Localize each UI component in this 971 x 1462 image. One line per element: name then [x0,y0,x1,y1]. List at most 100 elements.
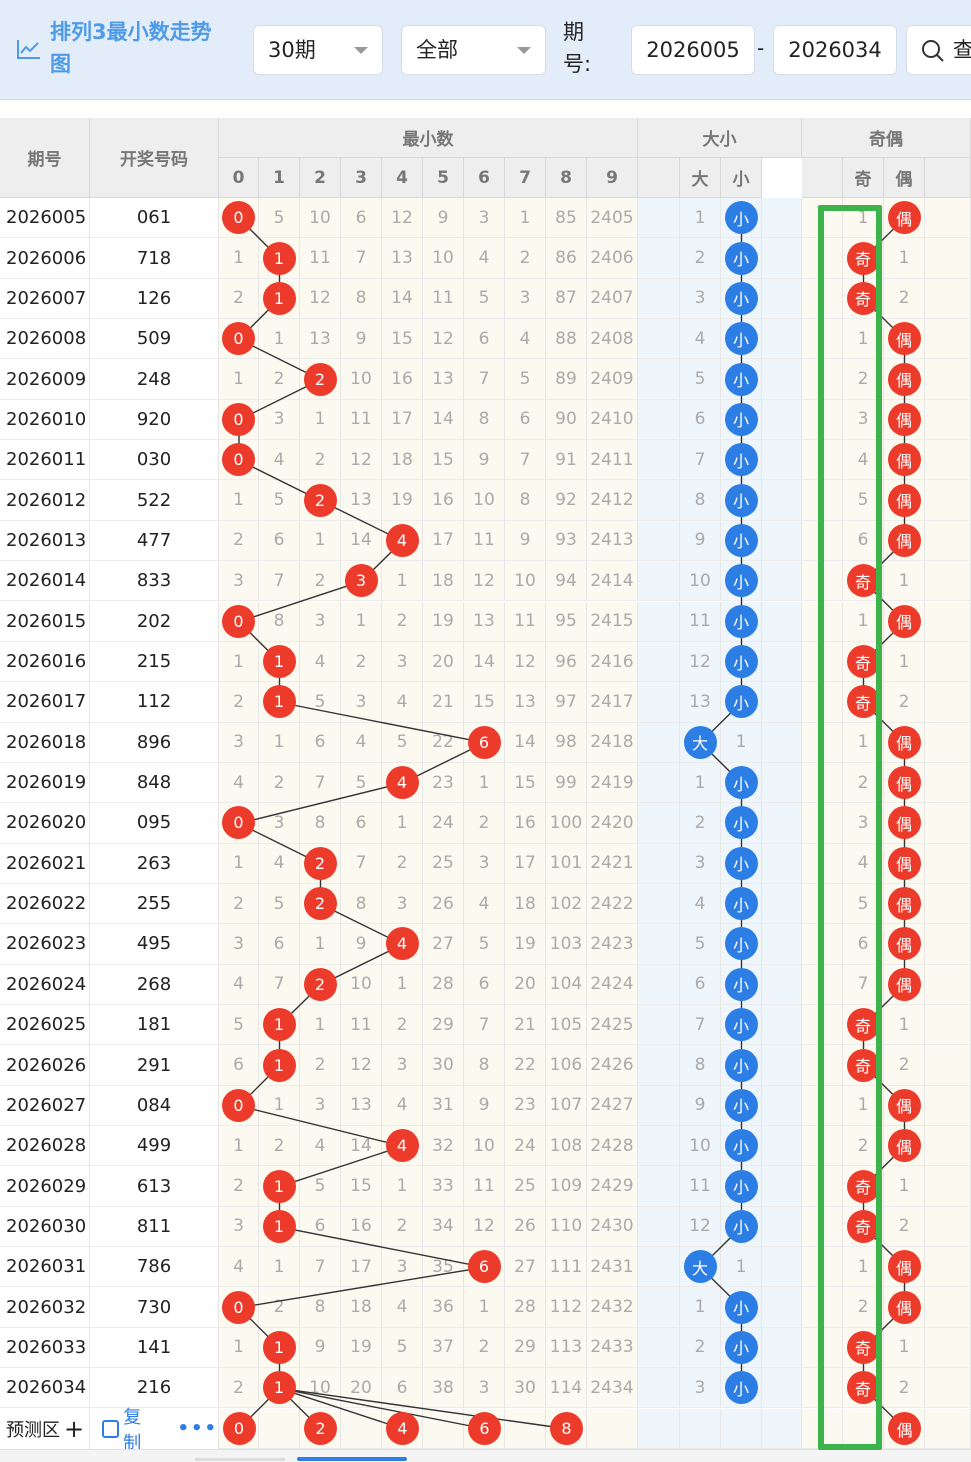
size-spacer [638,359,680,400]
search-button[interactable]: 查 [906,25,971,75]
prediction-digit-cell[interactable] [341,1408,382,1449]
parity-even-cell: 偶 [884,1085,925,1127]
size-big-cell: 12 [680,641,721,683]
plus-icon[interactable]: + [64,1414,85,1443]
min-digit-cell: 2411 [587,440,638,481]
miss-count: 12 [350,449,372,470]
parity-even-cell: 2 [884,278,925,320]
min-digit-cell: 93 [546,520,587,562]
min-digit-cell: 6 [300,722,341,763]
size-big-cell: 4 [680,883,721,925]
miss-count: 2416 [590,651,634,672]
draw-number-cell: 522 [90,480,219,521]
copy-button[interactable]: 复制 ••• [90,1407,219,1454]
prediction-digit-cell[interactable] [423,1408,464,1449]
miss-count: 1 [898,570,910,591]
min-digit-cell: 23 [505,1085,546,1127]
miss-count: 6 [355,207,367,228]
miss-count: 2 [478,1337,490,1358]
min-digit-cell: 1 [259,1247,300,1288]
prediction-digit-cell[interactable] [587,1408,638,1449]
miss-count: 101 [549,853,583,874]
parity-spacer [925,480,971,521]
min-digit-cell: 8 [464,399,505,441]
filter-select[interactable]: 全部 [401,25,546,75]
miss-count: 5 [273,893,285,914]
min-digit-cell: 114 [546,1368,587,1409]
small-ball: 小 [724,887,758,921]
min-digit-cell: 18 [423,561,464,602]
miss-count: 11 [689,1176,711,1197]
miss-count: 21 [514,1014,536,1035]
miss-count: 1 [396,974,408,995]
prediction-label[interactable]: 预测区 + [0,1408,90,1449]
prediction-ball[interactable]: 0 [222,1412,256,1446]
small-ball: 小 [724,322,758,356]
miss-count: 1 [519,207,531,228]
min-digit-cell: 109 [546,1166,587,1207]
miss-count: 2414 [590,570,634,591]
min-digit-cell: 0 [219,198,259,239]
start-period-input[interactable]: 2026005 [631,25,755,75]
miss-count: 2 [857,1297,869,1318]
min-digit-cell: 2426 [587,1045,638,1086]
miss-count: 13 [350,1095,372,1116]
digit-header: 8 [546,158,587,198]
size-small-cell: 小 [721,319,762,360]
bottom-tab-active[interactable] [297,1457,407,1461]
small-ball: 小 [724,967,758,1001]
min-digit-cell: 2427 [587,1085,638,1127]
draw-number-cell: 268 [90,964,219,1005]
parity-even-cell: 1 [884,1327,925,1369]
min-digit-cell: 3 [382,1247,423,1288]
prediction-digit-cell[interactable] [505,1408,546,1449]
min-digit-cell: 4 [382,1085,423,1127]
miss-count: 2 [898,1055,910,1076]
digit-header: 7 [505,158,546,198]
more-icon[interactable]: ••• [177,1418,218,1440]
small-ball: 小 [724,362,758,396]
min-digit-cell: 26 [505,1206,546,1248]
size-spacer [762,601,802,642]
bottom-tab[interactable] [195,1458,285,1461]
size-small-cell: 小 [721,238,762,279]
odd-column-highlight [818,205,882,1450]
miss-count: 2 [233,1176,244,1197]
min-digit-cell: 30 [505,1368,546,1409]
size-big-cell: 10 [680,561,721,602]
parity-spacer [925,359,971,400]
size-spacer [638,1126,680,1167]
miss-count: 1 [857,207,869,228]
min-digit-cell: 2428 [587,1126,638,1167]
min-digit-ball: 0 [222,1088,255,1122]
size-spacer [762,1206,802,1248]
chevron-down-icon [354,47,368,54]
miss-count: 1 [694,772,706,793]
parity-header: 偶 [884,158,925,198]
period-cell: 2026012 [0,480,90,521]
miss-count: 4 [694,328,706,349]
page-title: 排列3最小数走势图 [50,20,212,76]
digit-header: 2 [300,158,341,198]
small-ball: 小 [724,1371,758,1405]
range-dash: - [757,36,765,60]
miss-count: 11 [350,409,372,430]
min-digit-cell: 24 [423,803,464,844]
size-spacer [638,803,680,844]
period-count-select[interactable]: 30期 [253,25,383,75]
miss-count: 102 [549,893,583,914]
miss-count: 110 [549,1216,583,1237]
size-spacer [762,520,802,562]
small-ball: 小 [724,241,758,275]
search-icon [922,40,944,62]
min-digit-cell: 16 [341,1206,382,1248]
min-digit-ball: 2 [303,483,337,517]
size-spacer [638,399,680,441]
min-digit-cell: 6 [464,1247,505,1288]
miss-count: 27 [514,1256,536,1277]
min-digit-cell: 1 [259,1045,300,1086]
min-digit-cell: 1 [259,1368,300,1409]
prediction-digit-cell[interactable] [259,1408,300,1449]
even-ball: 偶 [887,362,921,396]
end-period-input[interactable]: 2026034 [773,25,897,75]
